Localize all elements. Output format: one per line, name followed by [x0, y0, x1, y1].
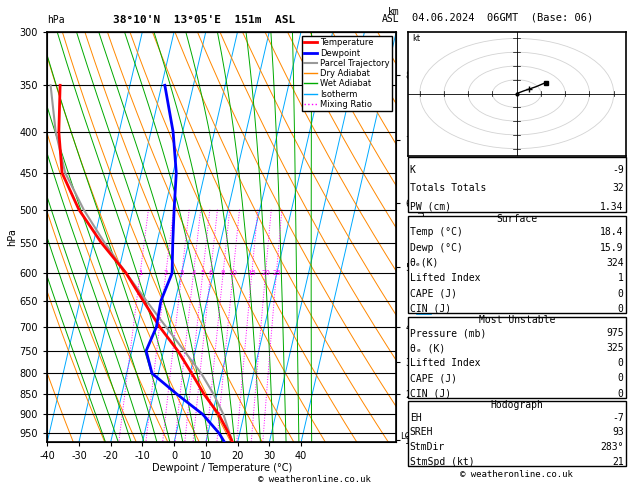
Text: 3: 3: [179, 270, 184, 276]
Text: θₑ(K): θₑ(K): [409, 258, 439, 268]
Text: 1: 1: [138, 270, 142, 276]
Text: Hodograph: Hodograph: [490, 399, 543, 410]
Text: 20: 20: [261, 270, 270, 276]
Text: CIN (J): CIN (J): [409, 304, 451, 314]
Text: kt: kt: [413, 35, 421, 43]
Text: 1.34: 1.34: [600, 202, 624, 212]
Text: Pressure (mb): Pressure (mb): [409, 328, 486, 338]
Text: 2: 2: [164, 270, 168, 276]
Text: 0: 0: [618, 388, 624, 399]
Text: 8: 8: [221, 270, 225, 276]
Text: ASL: ASL: [382, 14, 399, 24]
Text: StmDir: StmDir: [409, 442, 445, 452]
Text: 0: 0: [618, 373, 624, 383]
Text: Lifted Index: Lifted Index: [409, 273, 481, 283]
Text: 21: 21: [612, 457, 624, 467]
Text: -7: -7: [612, 413, 624, 422]
Text: 5: 5: [201, 270, 205, 276]
Text: Totals Totals: Totals Totals: [409, 184, 486, 193]
Text: K: K: [409, 165, 416, 175]
X-axis label: Dewpoint / Temperature (°C): Dewpoint / Temperature (°C): [152, 463, 292, 473]
Text: 15: 15: [247, 270, 256, 276]
Text: 10: 10: [228, 270, 238, 276]
Text: Temp (°C): Temp (°C): [409, 227, 463, 237]
Y-axis label: hPa: hPa: [7, 228, 17, 246]
Text: CAPE (J): CAPE (J): [409, 373, 457, 383]
Text: Dewp (°C): Dewp (°C): [409, 243, 463, 253]
Text: 975: 975: [606, 328, 624, 338]
Bar: [408, 317, 626, 398]
Bar: [408, 401, 626, 467]
Text: 38°10'N  13°05'E  151m  ASL: 38°10'N 13°05'E 151m ASL: [113, 15, 296, 25]
Text: CIN (J): CIN (J): [409, 388, 451, 399]
Text: 4: 4: [191, 270, 196, 276]
Text: 0: 0: [618, 304, 624, 314]
Text: © weatheronline.co.uk: © weatheronline.co.uk: [258, 474, 371, 484]
Text: 0: 0: [618, 358, 624, 368]
Text: LCL: LCL: [401, 433, 416, 441]
Text: CAPE (J): CAPE (J): [409, 289, 457, 298]
Text: θₑ (K): θₑ (K): [409, 343, 445, 353]
Y-axis label: Mixing Ratio (g/kg): Mixing Ratio (g/kg): [415, 191, 425, 283]
Text: 04.06.2024  06GMT  (Base: 06): 04.06.2024 06GMT (Base: 06): [412, 12, 593, 22]
Text: © weatheronline.co.uk: © weatheronline.co.uk: [460, 470, 573, 480]
Text: 1: 1: [618, 273, 624, 283]
Text: Most Unstable: Most Unstable: [479, 315, 555, 325]
Text: 32: 32: [612, 184, 624, 193]
Text: 93: 93: [612, 427, 624, 437]
Text: StmSpd (kt): StmSpd (kt): [409, 457, 474, 467]
Text: 15.9: 15.9: [600, 243, 624, 253]
Text: hPa: hPa: [47, 15, 65, 25]
Text: Lifted Index: Lifted Index: [409, 358, 481, 368]
Text: 25: 25: [272, 270, 281, 276]
Bar: [408, 157, 626, 212]
Text: 0: 0: [618, 289, 624, 298]
Text: 18.4: 18.4: [600, 227, 624, 237]
Text: -9: -9: [612, 165, 624, 175]
Text: 283°: 283°: [600, 442, 624, 452]
Text: km: km: [387, 7, 399, 17]
Legend: Temperature, Dewpoint, Parcel Trajectory, Dry Adiabat, Wet Adiabat, Isotherm, Mi: Temperature, Dewpoint, Parcel Trajectory…: [302, 36, 392, 111]
Text: 6: 6: [208, 270, 213, 276]
Bar: [408, 216, 626, 313]
Text: EH: EH: [409, 413, 421, 422]
Text: PW (cm): PW (cm): [409, 202, 451, 212]
Text: 324: 324: [606, 258, 624, 268]
Text: 325: 325: [606, 343, 624, 353]
Text: Surface: Surface: [496, 214, 537, 224]
Text: SREH: SREH: [409, 427, 433, 437]
